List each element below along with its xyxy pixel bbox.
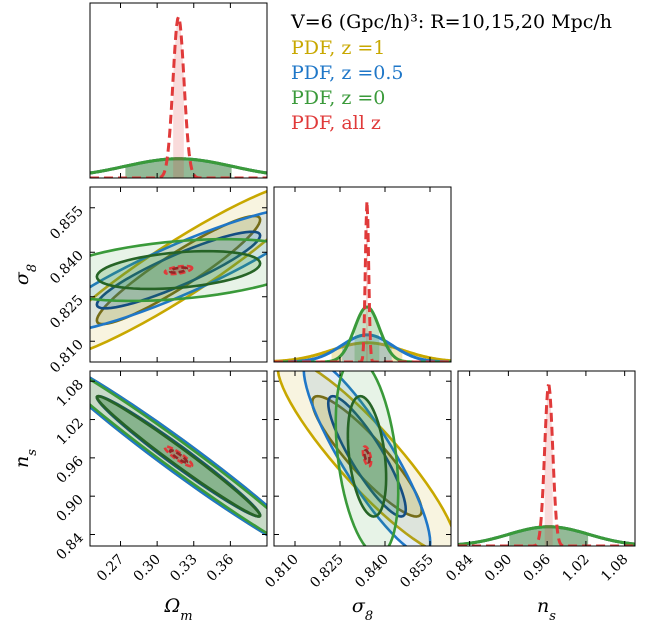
marginal-band-2-2	[509, 526, 589, 546]
xtick-label-Omega_m-0: 0.27	[94, 552, 127, 585]
xtick-label-sigma8-1: 0.825	[307, 552, 347, 592]
marginal-band-1-1	[342, 334, 392, 362]
contour-1sigma-12-2	[346, 394, 388, 518]
contour-1sigma-02-3	[168, 449, 189, 464]
panel-sigma8-n_s	[276, 371, 451, 546]
marginal-line-2-3	[458, 384, 635, 546]
xtick-label-n_s-4: 1.08	[598, 552, 631, 585]
marginal-band-0-1	[125, 158, 232, 178]
xlabel-n_s: ns	[537, 595, 556, 623]
xtick-label-Omega_m-1: 0.30	[131, 552, 164, 585]
xtick-label-n_s-3: 1.02	[559, 552, 592, 585]
marginal-band-0-2	[125, 158, 232, 178]
legend: V=6 (Gpc/h)³: R=10,15,20 Mpc/h PDF, z =1 P…	[290, 11, 612, 134]
ytick-label-sigma8-3: 0.855	[47, 203, 87, 243]
ytick-label-n_s-4: 1.08	[53, 377, 86, 410]
xtick-label-sigma8-2: 0.840	[352, 552, 392, 592]
contour-1sigma-02-2	[95, 394, 262, 518]
marginal-line-1-3	[274, 201, 451, 362]
contour-2sigma-02-2	[90, 377, 267, 535]
panel-Omega_m-sigma8	[90, 189, 267, 351]
xlabel-Omega_m: Ωm	[163, 595, 192, 623]
marginal-line-0-2	[90, 157, 267, 175]
ytick-label-n_s-2: 0.96	[53, 453, 86, 486]
panel-n_s-n_s	[458, 384, 635, 546]
xtick-label-n_s-1: 0.90	[482, 552, 515, 585]
legend-entry-1: PDF, z =0.5	[291, 62, 404, 84]
contour-2sigma-01-2	[90, 237, 267, 303]
xlabel-sigma8: σ8	[352, 595, 373, 623]
ytick-label-sigma8-2: 0.840	[47, 248, 87, 288]
contour-1sigma-12-3	[363, 448, 371, 464]
panel-frame-10	[89, 186, 268, 363]
panel-sigma8-sigma8	[274, 201, 451, 362]
panel-Omega_m-n_s	[90, 376, 267, 537]
marginal-band-2-1	[509, 526, 589, 546]
contour-1sigma-01-3	[168, 266, 189, 274]
marginal-band-1-2	[354, 307, 380, 362]
ytick-label-sigma8-0: 0.810	[47, 337, 87, 377]
ytick-label-sigma8-1: 0.825	[47, 292, 87, 332]
contour-2sigma-02-1	[90, 376, 267, 537]
xtick-label-n_s-0: 0.84	[443, 551, 476, 584]
legend-entry-0: PDF, z =1	[291, 37, 385, 59]
marginal-band-0-0	[125, 158, 232, 178]
xtick-label-n_s-2: 0.96	[521, 551, 554, 584]
xtick-label-sigma8-3: 0.855	[397, 552, 437, 592]
legend-entry-3: PDF, all z	[291, 112, 381, 134]
ylabel-n_s: ns	[11, 449, 40, 468]
xtick-label-sigma8-0: 0.810	[262, 552, 302, 592]
panel-Omega_m-Omega_m	[90, 13, 267, 178]
legend-entry-2: PDF, z =0	[291, 87, 385, 109]
contour-2sigma-01-1	[90, 210, 267, 330]
marginal-band-2-0	[509, 526, 589, 546]
marginal-line-2-2	[458, 525, 635, 546]
ylabel-sigma8: σ8	[11, 264, 40, 285]
ytick-label-n_s-1: 0.90	[53, 492, 86, 525]
xtick-label-Omega_m-2: 0.33	[167, 552, 200, 585]
contour-1sigma-01-2	[95, 249, 262, 291]
xtick-label-Omega_m-3: 0.36	[204, 551, 237, 584]
ytick-label-n_s-3: 1.02	[53, 415, 86, 448]
panel-frame-21	[273, 370, 452, 547]
panel-frame-00	[89, 2, 268, 179]
legend-title: V=6 (Gpc/h)³: R=10,15,20 Mpc/h	[290, 11, 612, 33]
panel-frame-22	[457, 370, 636, 547]
panel-frame-11	[273, 186, 452, 363]
panel-frame-20	[89, 370, 268, 547]
ytick-label-n_s-0: 0.84	[53, 530, 86, 563]
